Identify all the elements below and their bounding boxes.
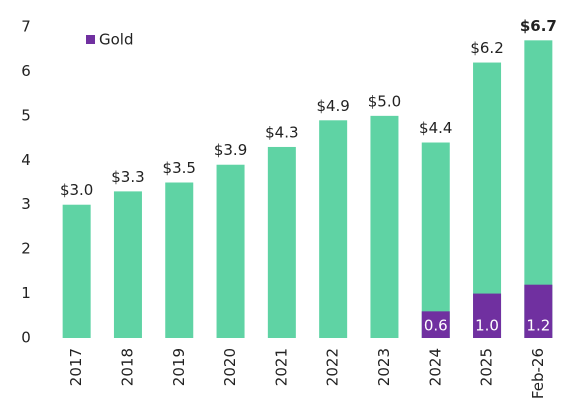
x-tick-label: 2020 (221, 348, 239, 386)
bar (319, 120, 348, 338)
x-tick-label: 2017 (67, 348, 85, 386)
segment-label: 1.0 (475, 317, 499, 335)
data-label: $5.0 (368, 92, 401, 110)
bar (216, 164, 245, 338)
bar (165, 182, 194, 338)
bar (113, 191, 142, 338)
bar (473, 62, 502, 339)
x-tick-label: 2021 (272, 348, 290, 386)
segment-label: 1.2 (526, 317, 550, 335)
data-label: $6.2 (470, 39, 503, 57)
x-tick-label: 2022 (324, 348, 342, 386)
x-tick-label: 2025 (478, 348, 496, 386)
data-label: $3.5 (163, 159, 196, 177)
y-tick-label: 6 (21, 62, 31, 80)
data-label: $3.3 (111, 168, 144, 186)
data-label: $3.0 (60, 181, 93, 199)
data-label: $4.9 (316, 97, 349, 115)
data-label: $4.4 (419, 119, 452, 137)
bar (421, 142, 450, 338)
x-tick-label: 2024 (426, 348, 444, 386)
bar (370, 115, 399, 338)
data-label: $6.7 (520, 17, 557, 35)
y-tick-label: 1 (21, 284, 31, 302)
y-tick-label: 2 (21, 240, 31, 258)
y-tick-label: 7 (21, 18, 31, 36)
x-tick-label: Feb-26 (529, 348, 547, 399)
bar-segment (473, 293, 502, 338)
legend-label: Gold (99, 31, 134, 49)
bar-segment (421, 311, 450, 338)
y-tick-label: 5 (21, 106, 31, 124)
x-tick-label: 2023 (375, 348, 393, 386)
y-tick-label: 4 (21, 151, 31, 169)
x-tick-label: 2018 (118, 348, 136, 386)
bar (267, 146, 296, 338)
data-label: $3.9 (214, 141, 247, 159)
data-label: $4.3 (265, 123, 298, 141)
bar (62, 204, 91, 338)
legend-swatch (86, 35, 95, 44)
y-tick-label: 3 (21, 195, 31, 213)
bar-segment (524, 284, 553, 338)
segment-label: 0.6 (424, 317, 448, 335)
x-tick-label: 2019 (170, 348, 188, 386)
y-tick-label: 0 (21, 329, 31, 347)
